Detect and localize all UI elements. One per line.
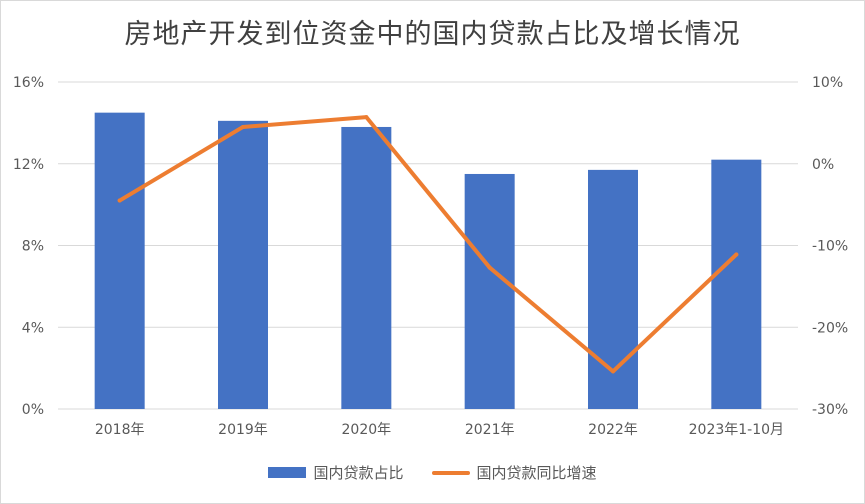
line-point xyxy=(734,252,739,257)
line-point xyxy=(487,265,492,270)
y-right-tick-label: 0% xyxy=(812,157,834,173)
line-point xyxy=(364,115,369,120)
legend-swatch-bar xyxy=(268,467,307,478)
legend: 国内贷款占比 国内贷款同比增速 xyxy=(0,462,865,483)
bar xyxy=(464,173,515,409)
line-series xyxy=(117,115,739,374)
y-left-tick-label: 4% xyxy=(22,320,44,336)
y-left-tick-label: 8% xyxy=(22,239,44,255)
line-point xyxy=(241,124,245,129)
legend-swatch-line xyxy=(431,470,470,475)
bar xyxy=(218,120,268,410)
x-tick-label: 2019年 xyxy=(218,422,268,438)
x-tick-label: 2021年 xyxy=(465,422,515,438)
x-tick-label: 2018年 xyxy=(95,422,145,438)
legend-label-line: 国内贷款同比增速 xyxy=(476,464,597,482)
y-right-tick-label: 10% xyxy=(812,75,843,91)
bar xyxy=(94,112,145,409)
x-tick-label: 2023年1-10月 xyxy=(689,422,784,438)
line-point xyxy=(611,369,615,374)
legend-label-bar: 国内贷款占比 xyxy=(313,464,404,482)
line-point xyxy=(117,198,122,203)
bar xyxy=(341,126,392,410)
y-right-tick-label: -20% xyxy=(812,320,848,336)
x-tick-label: 2020年 xyxy=(342,422,392,438)
legend-item-bar: 国内贷款占比 xyxy=(268,462,404,483)
y-left-tick-label: 16% xyxy=(13,75,44,91)
y-right-tick-label: -30% xyxy=(812,402,848,418)
y-right-tick-label: -10% xyxy=(812,239,848,255)
legend-item-line: 国内贷款同比增速 xyxy=(431,462,597,483)
x-tick-label: 2022年 xyxy=(588,422,638,438)
y-left-tick-label: 0% xyxy=(22,402,44,418)
y-left-tick-label: 12% xyxy=(13,157,44,173)
chart-title: 房地产开发到位资金中的国内贷款占比及增长情况 xyxy=(124,19,741,50)
bar xyxy=(711,159,762,409)
